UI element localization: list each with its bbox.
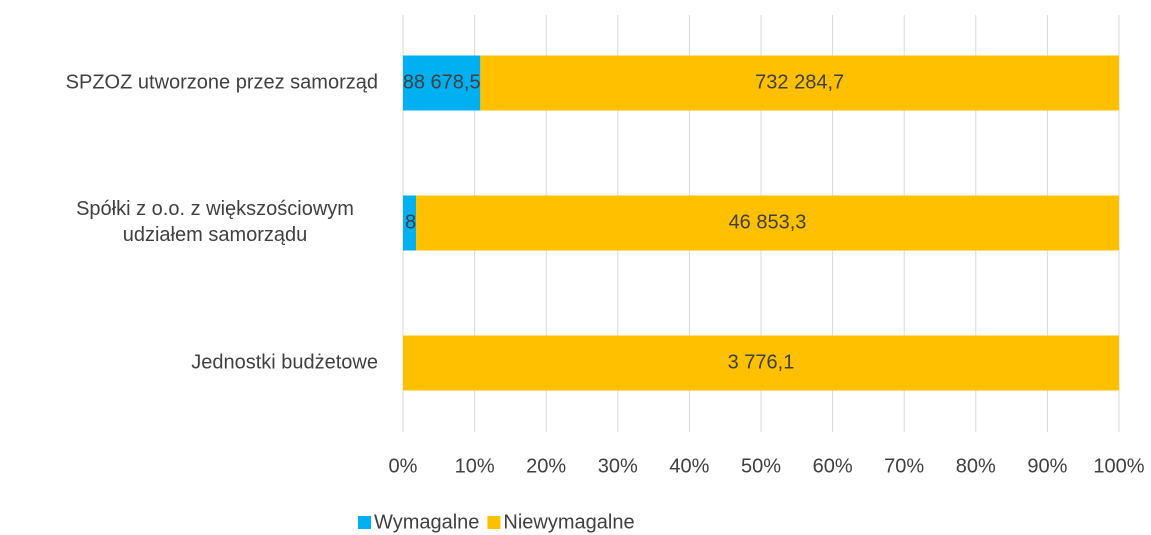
y-tick-label: SPZOZ utworzone przez samorząd: [66, 71, 378, 93]
x-tick-label: 40%: [669, 455, 709, 477]
data-label: 732 284,7: [755, 71, 844, 93]
bar-segment: [403, 195, 416, 251]
bar-segment: [403, 55, 481, 111]
x-tick-label: 100%: [1093, 455, 1144, 477]
x-tick-label: 90%: [1027, 455, 1067, 477]
x-tick-label: 50%: [741, 455, 781, 477]
y-tick-label: Jednostki budżetowe: [191, 351, 378, 373]
data-label: 3 776,1: [728, 351, 795, 373]
x-tick-label: 10%: [455, 455, 495, 477]
x-tick-label: 80%: [956, 455, 996, 477]
legend-label: Wymagalne: [374, 511, 479, 533]
x-tick-label: 0%: [389, 455, 418, 477]
x-tick-label: 30%: [598, 455, 638, 477]
legend-swatch: [358, 516, 371, 529]
y-tick-label: Spółki z o.o. z większościowym udziałem s…: [76, 198, 354, 246]
bar-segment: [480, 55, 1119, 111]
x-tick-label: 70%: [884, 455, 924, 477]
x-tick-label: 20%: [526, 455, 566, 477]
legend-swatch: [487, 516, 501, 529]
bar-segment: [415, 195, 1119, 251]
data-label: 46 853,3: [729, 211, 807, 233]
data-label: 88 678,5: [403, 71, 481, 93]
legend-label: Niewymagalne: [503, 511, 634, 533]
bar-segment: [403, 335, 1119, 391]
x-tick-label: 60%: [813, 455, 853, 477]
